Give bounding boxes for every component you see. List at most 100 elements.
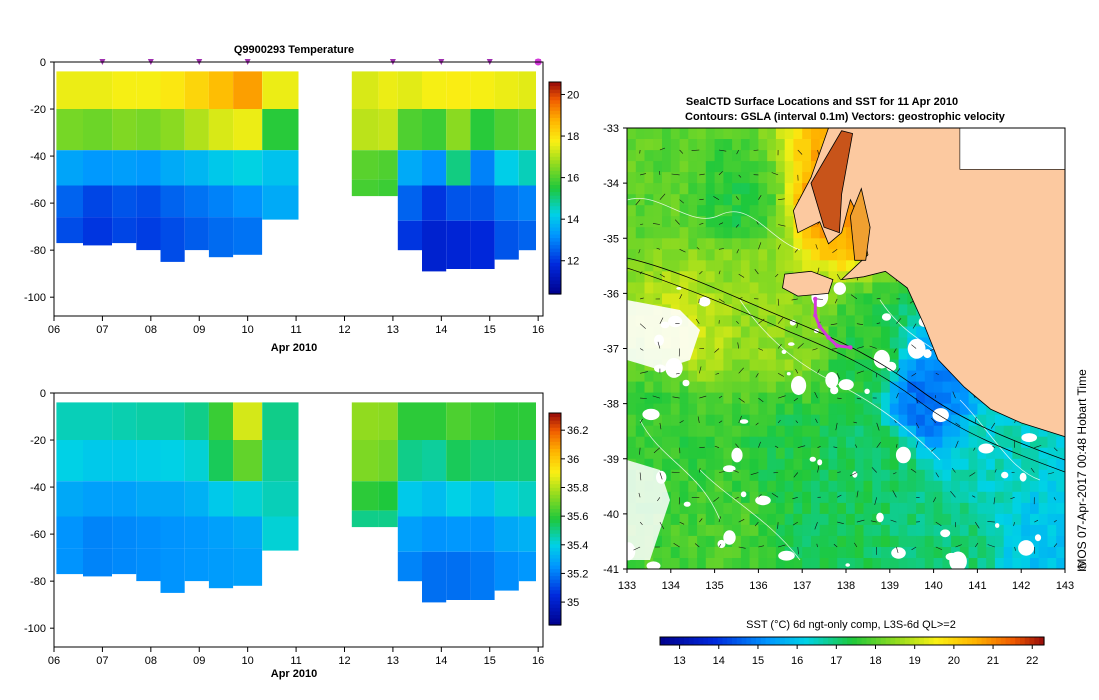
velocity-vector <box>754 269 759 275</box>
sst-cell <box>732 348 742 361</box>
velocity-vector <box>836 273 841 281</box>
profile-cell <box>56 71 83 109</box>
colorbar-step <box>746 637 752 645</box>
colorbar-step <box>549 138 561 143</box>
sst-cell <box>837 227 847 239</box>
sst-cell <box>635 139 646 151</box>
sst-cell <box>977 458 987 471</box>
profile-cell <box>470 220 495 269</box>
sst-cell <box>697 227 707 239</box>
sst-cell <box>854 535 865 548</box>
sst-cell <box>697 480 707 493</box>
sst-cell <box>846 447 856 460</box>
sst-cell <box>627 260 637 272</box>
sst-cell <box>635 205 646 217</box>
sst-cell <box>732 304 742 316</box>
sst-cell <box>784 128 795 140</box>
sst-cell <box>854 458 865 471</box>
sst-cell <box>828 271 838 283</box>
colorbar-frame <box>548 412 562 626</box>
profile-cell <box>56 440 83 482</box>
sst-cell <box>767 392 777 405</box>
y-tick-label: -40 <box>30 482 46 494</box>
sst-cell <box>635 216 646 228</box>
sst-cell <box>775 480 786 493</box>
sst-cell <box>881 558 891 569</box>
sst-cell <box>740 348 751 361</box>
sst-cell <box>811 469 821 482</box>
sst-cell <box>994 558 1005 569</box>
sst-cell <box>662 524 672 537</box>
sst-cell <box>837 447 847 460</box>
colorbar-step <box>549 522 561 527</box>
velocity-vector <box>659 472 663 480</box>
cloud-gap <box>876 512 884 523</box>
lat-tick-label: -41 <box>603 564 619 576</box>
velocity-vector <box>679 249 686 253</box>
sst-cell <box>627 558 637 569</box>
sst-cell <box>951 414 961 427</box>
velocity-vector <box>718 248 724 250</box>
sst-cell <box>697 139 707 151</box>
sst-cell <box>819 249 830 261</box>
velocity-vector <box>817 465 820 473</box>
colorbar-step <box>794 637 800 645</box>
sst-cell <box>854 337 865 350</box>
profile-cell <box>494 150 519 186</box>
velocity-vector <box>1010 497 1015 500</box>
sst-cell <box>714 491 724 504</box>
sst-cell <box>688 381 698 394</box>
sst-cell <box>1056 547 1065 559</box>
velocity-vector <box>871 467 877 473</box>
sst-cell <box>942 447 952 460</box>
sst-cell <box>898 282 908 294</box>
lat-tick-label: -36 <box>603 288 619 300</box>
sst-cell <box>854 414 865 427</box>
velocity-vector <box>777 344 782 349</box>
sst-cell <box>670 238 681 250</box>
sst-cell <box>644 249 654 261</box>
colorbar-step <box>775 637 781 645</box>
sst-cell <box>784 359 795 372</box>
colorbar-step <box>549 536 561 541</box>
sst-cell <box>898 315 908 327</box>
sst-cell <box>679 425 689 438</box>
sst-cell <box>907 513 917 526</box>
sst-cell <box>872 558 882 569</box>
sst-cell <box>644 205 654 217</box>
sst-cell <box>697 469 707 482</box>
colorbar-step <box>549 251 561 256</box>
sst-cell <box>732 183 742 195</box>
colorbar-step <box>856 637 863 645</box>
sst-cell <box>679 227 689 239</box>
colorbar-step <box>919 637 925 645</box>
sst-cell <box>679 304 689 316</box>
sst-cell <box>679 458 689 471</box>
velocity-vector <box>699 468 701 473</box>
sst-cell <box>881 491 891 504</box>
velocity-vector <box>659 171 661 175</box>
colorbar-step <box>549 617 561 623</box>
colorbar-step <box>780 637 786 645</box>
sst-cell <box>635 194 646 206</box>
sst-cell <box>714 194 724 206</box>
sst-cell <box>837 558 847 569</box>
sst-cell <box>784 491 795 504</box>
sst-cell <box>977 414 987 427</box>
sst-cell <box>644 161 654 173</box>
sst-cell <box>723 558 733 569</box>
sst-cell <box>758 392 768 405</box>
profile-cell <box>397 402 422 440</box>
sst-cell <box>688 271 698 283</box>
colorbar-step <box>751 637 757 645</box>
sst-cell <box>837 260 847 272</box>
sst-cell <box>916 513 926 526</box>
sst-cell <box>802 326 812 339</box>
sst-cell <box>1038 436 1049 449</box>
sst-cell <box>758 436 768 449</box>
sst-cell <box>924 480 935 493</box>
sst-cell <box>933 524 943 537</box>
sst-cell <box>679 271 689 283</box>
sst-cell <box>1038 558 1049 569</box>
sst-cell <box>846 227 856 239</box>
